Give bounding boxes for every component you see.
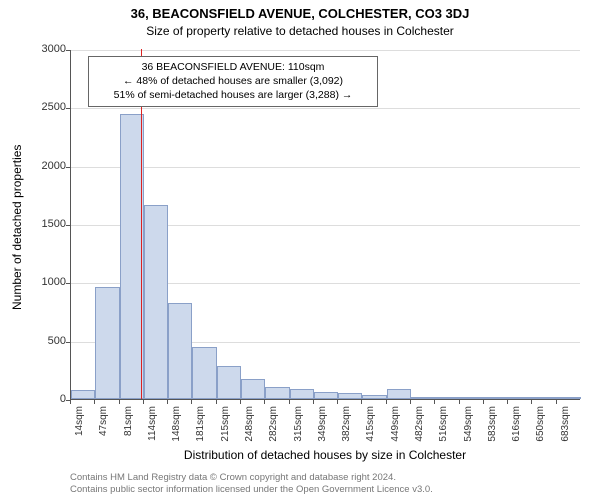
xtick-label: 282sqm <box>268 406 279 456</box>
xtick-mark <box>531 400 532 404</box>
ytick-mark <box>66 50 70 51</box>
ytick-label: 3000 <box>26 43 66 55</box>
xtick-mark <box>264 400 265 404</box>
histogram-bar <box>460 397 484 399</box>
annotation-box: 36 BEACONSFIELD AVENUE: 110sqm ← 48% of … <box>88 56 378 107</box>
ytick-mark <box>66 225 70 226</box>
xtick-label: 683sqm <box>560 406 571 456</box>
histogram-bar <box>314 392 338 399</box>
xtick-mark <box>143 400 144 404</box>
histogram-bar <box>411 397 435 399</box>
histogram-bar <box>71 390 95 399</box>
histogram-bar <box>290 389 314 399</box>
histogram-bar <box>168 303 192 399</box>
xtick-label: 14sqm <box>74 406 85 456</box>
histogram-bar <box>387 389 411 399</box>
xtick-mark <box>361 400 362 404</box>
xtick-mark <box>337 400 338 404</box>
histogram-bar <box>217 366 241 399</box>
gridline <box>71 108 580 109</box>
xtick-label: 181sqm <box>195 406 206 456</box>
xtick-label: 81sqm <box>123 406 134 456</box>
xtick-label: 449sqm <box>390 406 401 456</box>
xtick-label: 549sqm <box>463 406 474 456</box>
histogram-bar <box>144 205 168 399</box>
gridline <box>71 50 580 51</box>
xtick-mark <box>459 400 460 404</box>
xtick-mark <box>556 400 557 404</box>
ytick-mark <box>66 283 70 284</box>
xtick-label: 650sqm <box>535 406 546 456</box>
xtick-mark <box>507 400 508 404</box>
gridline <box>71 167 580 168</box>
xtick-label: 248sqm <box>244 406 255 456</box>
xtick-mark <box>483 400 484 404</box>
xtick-label: 583sqm <box>487 406 498 456</box>
annotation-line-3: 51% of semi-detached houses are larger (… <box>95 88 371 102</box>
xtick-label: 47sqm <box>98 406 109 456</box>
histogram-bar <box>362 395 386 399</box>
footer-attribution: Contains HM Land Registry data © Crown c… <box>70 472 433 496</box>
ytick-label: 2000 <box>26 160 66 172</box>
xtick-label: 616sqm <box>511 406 522 456</box>
xtick-mark <box>240 400 241 404</box>
xtick-mark <box>410 400 411 404</box>
ytick-mark <box>66 108 70 109</box>
histogram-bar <box>192 347 216 400</box>
ytick-label: 500 <box>26 335 66 347</box>
histogram-bar <box>338 393 362 399</box>
xtick-label: 516sqm <box>438 406 449 456</box>
xtick-mark <box>119 400 120 404</box>
xtick-label: 482sqm <box>414 406 425 456</box>
histogram-bar <box>557 397 581 399</box>
y-axis-label: Number of detached properties <box>10 60 24 225</box>
xtick-label: 382sqm <box>341 406 352 456</box>
chart-container: 36, BEACONSFIELD AVENUE, COLCHESTER, CO3… <box>0 0 600 500</box>
histogram-bar <box>484 397 508 399</box>
xtick-label: 349sqm <box>317 406 328 456</box>
xtick-mark <box>289 400 290 404</box>
histogram-bar <box>435 397 459 399</box>
xtick-label: 415sqm <box>365 406 376 456</box>
histogram-bar <box>265 387 289 399</box>
ytick-label: 1000 <box>26 276 66 288</box>
xtick-mark <box>216 400 217 404</box>
xtick-label: 114sqm <box>147 406 158 456</box>
xtick-mark <box>386 400 387 404</box>
xtick-mark <box>94 400 95 404</box>
annotation-line-1: 36 BEACONSFIELD AVENUE: 110sqm <box>95 60 371 74</box>
footer-line-2: Contains public sector information licen… <box>70 484 433 496</box>
subtitle: Size of property relative to detached ho… <box>0 24 600 38</box>
histogram-bar <box>241 379 265 399</box>
page-title: 36, BEACONSFIELD AVENUE, COLCHESTER, CO3… <box>0 6 600 21</box>
xtick-label: 315sqm <box>293 406 304 456</box>
ytick-mark <box>66 167 70 168</box>
xtick-mark <box>313 400 314 404</box>
ytick-mark <box>66 342 70 343</box>
xtick-label: 215sqm <box>220 406 231 456</box>
xtick-mark <box>70 400 71 404</box>
xtick-label: 148sqm <box>171 406 182 456</box>
histogram-bar <box>95 287 119 399</box>
ytick-label: 0 <box>26 393 66 405</box>
histogram-bar <box>508 397 532 399</box>
xtick-mark <box>167 400 168 404</box>
footer-line-1: Contains HM Land Registry data © Crown c… <box>70 472 433 484</box>
ytick-label: 2500 <box>26 101 66 113</box>
xtick-mark <box>434 400 435 404</box>
ytick-label: 1500 <box>26 218 66 230</box>
xtick-mark <box>191 400 192 404</box>
histogram-bar <box>532 397 556 399</box>
annotation-line-2: ← 48% of detached houses are smaller (3,… <box>95 74 371 88</box>
